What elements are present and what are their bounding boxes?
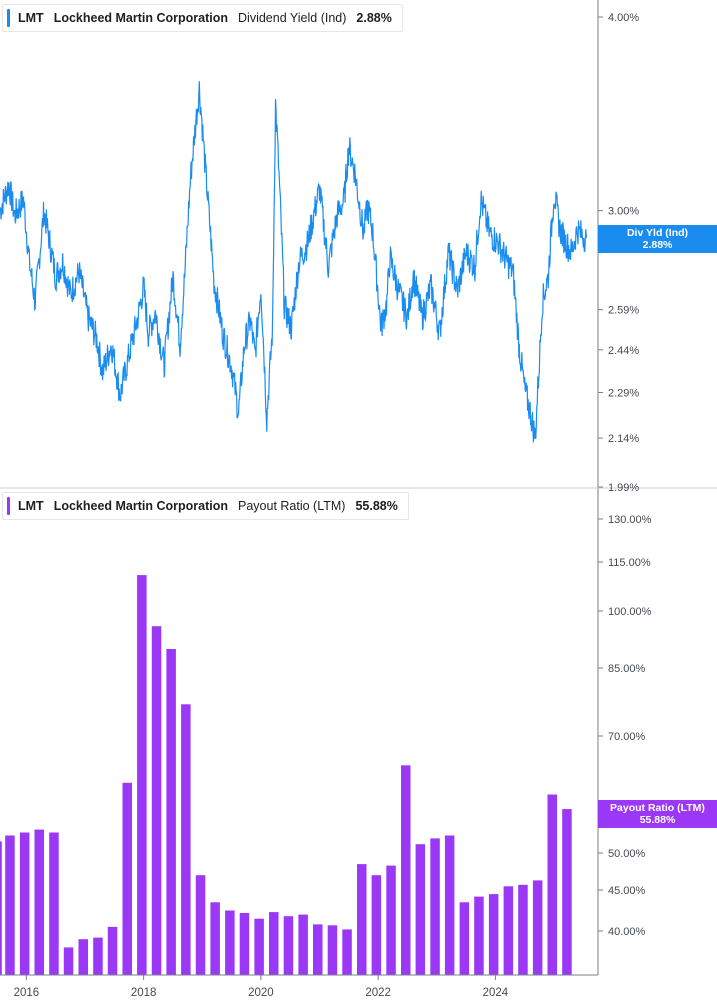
payout-ratio-bar — [298, 914, 308, 975]
y-tick-label: 85.00% — [608, 663, 646, 675]
payout-ratio-bar — [444, 835, 455, 975]
payout-ratio-bar — [225, 910, 235, 975]
tag-label: Div Yld (Ind) — [626, 227, 689, 239]
payout-ratio-bar — [0, 841, 2, 975]
y-tick-label: 45.00% — [608, 885, 646, 897]
payout-ratio-bar — [49, 832, 59, 975]
dividend-yield-value-tag: Div Yld (Ind) 2.88% — [598, 225, 717, 253]
payout-ratio-bar — [269, 912, 279, 975]
legend-metric: Dividend Yield (Ind) — [238, 11, 347, 25]
y-tick-label: 40.00% — [608, 926, 646, 938]
payout-ratio-bar — [327, 925, 338, 975]
y-tick-label: 70.00% — [608, 731, 646, 743]
payout-ratio-bar — [181, 704, 191, 975]
y-tick-label: 2.44% — [608, 345, 639, 357]
y-tick-label: 1.99% — [608, 482, 639, 494]
tag-value: 2.88% — [642, 239, 673, 251]
series-color-swatch — [7, 9, 10, 27]
series-color-swatch — [7, 497, 10, 515]
payout-ratio-bar — [137, 575, 147, 975]
legend-ticker: LMT — [18, 499, 44, 513]
legend-company: Lockheed Martin Corporation — [53, 11, 229, 25]
x-tick-label: 2022 — [365, 987, 391, 999]
payout-ratio-bar — [415, 844, 426, 975]
payout-ratio-legend: LMT Lockheed Martin Corporation Payout R… — [2, 492, 409, 520]
y-tick-label: 2.29% — [608, 387, 639, 399]
legend-metric: Payout Ratio (LTM) — [238, 499, 346, 513]
payout-ratio-bar — [474, 896, 484, 975]
payout-ratio-bar — [63, 947, 74, 975]
payout-ratio-bar — [5, 835, 15, 975]
payout-ratio-bar — [357, 864, 367, 975]
legend-ticker: LMT — [18, 11, 44, 25]
payout-ratio-bar — [313, 924, 323, 975]
payout-ratio-bar — [547, 794, 557, 975]
payout-ratio-bar — [166, 649, 176, 975]
legend-value: 2.88% — [356, 11, 392, 25]
payout-ratio-bar — [254, 918, 264, 975]
dividend-yield-panel: 4.00% 3.00% 2.59% 2.44% 2.29% 2.14% 1.99% — [0, 0, 717, 975]
y-tick-label: 2.59% — [608, 305, 639, 317]
tag-value: 55.88% — [639, 814, 676, 826]
x-tick-label: 2018 — [131, 987, 157, 999]
payout-ratio-bar — [371, 875, 382, 975]
payout-ratio-bar — [151, 626, 162, 975]
payout-ratio-bar — [459, 902, 470, 975]
legend-company: Lockheed Martin Corporation — [53, 499, 229, 513]
y-tick-label: 115.00% — [608, 557, 651, 569]
payout-ratio-bar — [342, 929, 352, 975]
tag-label: Payout Ratio (LTM) — [610, 802, 705, 814]
payout-ratio-bar — [532, 880, 543, 975]
payout-ratio-bar — [195, 875, 206, 975]
y-tick-label: 4.00% — [608, 12, 639, 24]
payout-ratio-panel: 130.00% 115.00% 100.00% 85.00% 70.00% 50.00% 4… — [0, 514, 652, 976]
payout-ratio-bar — [19, 832, 30, 975]
payout-ratio-bar — [93, 937, 103, 975]
y-tick-label: 3.00% — [608, 206, 639, 218]
y-tick-label: 50.00% — [608, 848, 646, 860]
legend-value: 55.88% — [355, 499, 398, 513]
payout-ratio-bar — [34, 829, 44, 975]
x-tick-label: 2020 — [248, 987, 274, 999]
payout-ratio-bar — [562, 809, 572, 975]
dividend-yield-legend: LMT Lockheed Martin Corporation Dividend… — [2, 4, 403, 32]
x-axis: 2016 2018 2020 2022 2024 — [0, 974, 598, 999]
x-tick-label: 2024 — [483, 987, 509, 999]
payout-ratio-bar — [518, 884, 528, 975]
payout-ratio-bar — [488, 894, 499, 975]
payout-ratio-bar — [78, 939, 88, 975]
payout-ratio-bar — [239, 913, 250, 975]
y-tick-label: 100.00% — [608, 606, 652, 618]
payout-ratio-value-tag: Payout Ratio (LTM) 55.88% — [598, 800, 717, 828]
payout-ratio-bar — [430, 838, 440, 975]
y-tick-label: 2.14% — [608, 433, 639, 445]
payout-ratio-bar — [386, 865, 396, 975]
payout-ratio-bar — [107, 926, 118, 975]
payout-ratio-bar — [401, 765, 411, 976]
payout-ratio-bar — [503, 886, 514, 975]
y-tick-label: 130.00% — [608, 514, 652, 526]
x-tick-label: 2016 — [14, 987, 40, 999]
dividend-yield-series-line — [0, 81, 587, 443]
payout-ratio-bar — [283, 916, 294, 975]
payout-ratio-bar — [122, 782, 132, 975]
payout-ratio-bar — [210, 902, 220, 975]
